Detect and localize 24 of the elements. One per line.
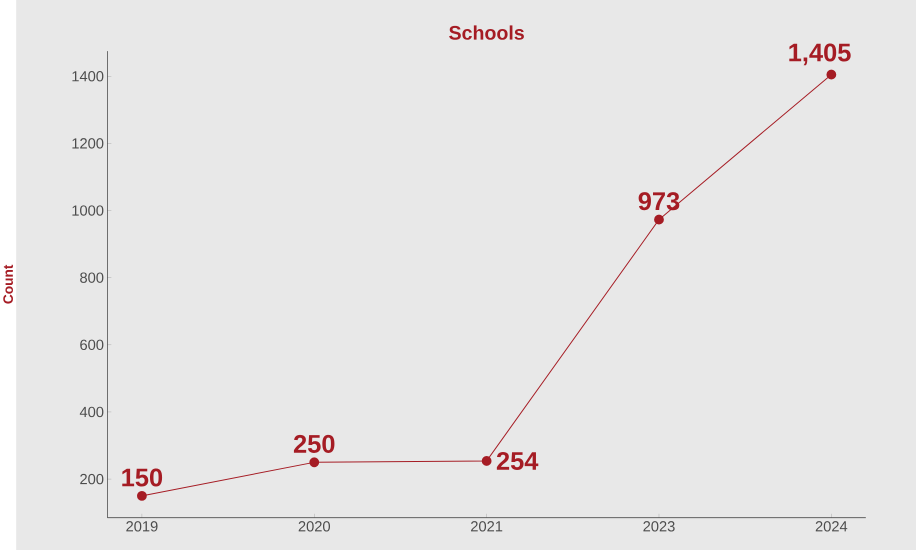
- y-tick-label: 600: [80, 340, 104, 350]
- x-tick-label: 2021: [471, 521, 502, 532]
- y-axis-title: Count: [3, 264, 13, 304]
- data-label: 1,405: [789, 43, 851, 66]
- y-tick-label: 1000: [72, 205, 104, 216]
- data-label: 254: [496, 452, 538, 470]
- y-tick-label: 800: [80, 272, 104, 283]
- x-tick-label: 2019: [126, 521, 158, 532]
- point: [136, 490, 147, 501]
- x-tick-label: 2020: [298, 521, 330, 532]
- x-tick-label: 2023: [643, 521, 675, 532]
- y-tick-label: 1200: [72, 138, 104, 149]
- data-label: 250: [294, 434, 334, 453]
- y-tick-label: 1400: [72, 71, 104, 82]
- chart-title: Schools: [449, 25, 524, 40]
- y-tick-label: 400: [80, 406, 104, 418]
- data-label: 150: [122, 468, 162, 486]
- x-tick-label: 2024: [816, 521, 848, 532]
- point: [826, 70, 836, 80]
- data-label: 973: [638, 192, 680, 210]
- y-tick-label: 200: [80, 474, 104, 484]
- point: [309, 457, 320, 468]
- point: [482, 456, 492, 466]
- point: [654, 214, 664, 224]
